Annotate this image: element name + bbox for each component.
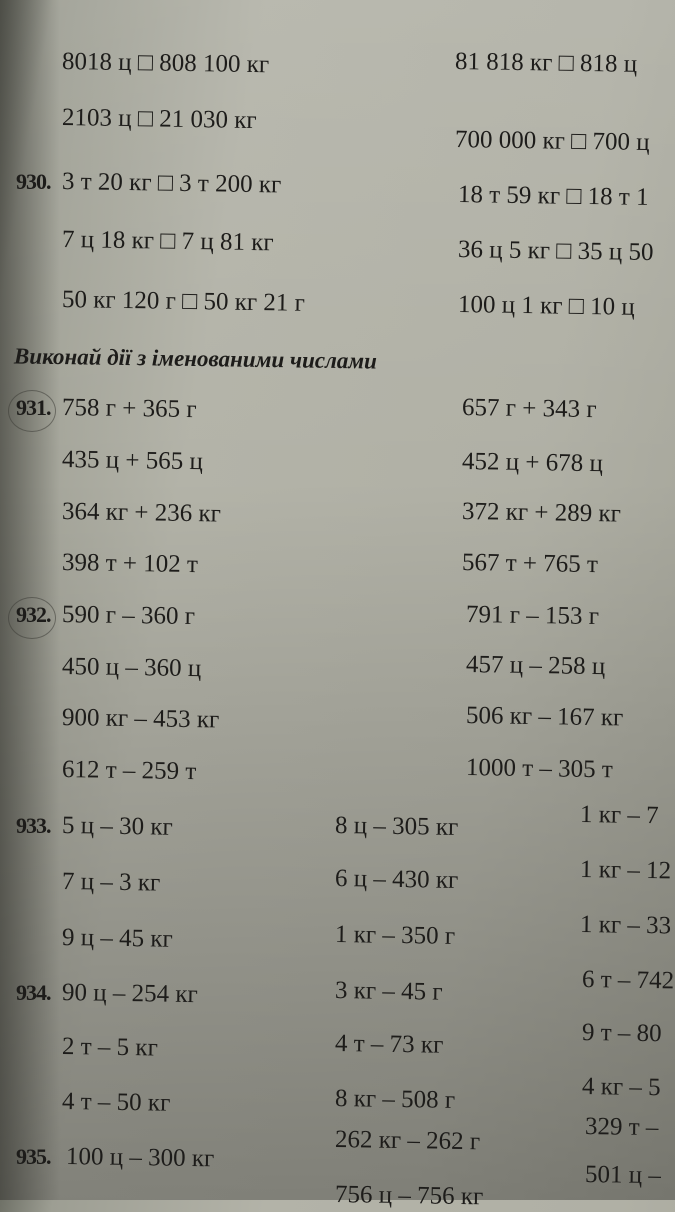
exercise-expression: 657 г + 343 г — [461, 394, 597, 424]
exercise-expression: 1 кг – 12 — [579, 856, 672, 885]
exercise-expression: 450 ц – 360 ц — [61, 653, 202, 683]
exercise-expression: 81 818 кг □ 818 ц — [454, 48, 638, 78]
exercise-number: 934. — [16, 980, 51, 1005]
exercise-expression: 6 т – 742 — [581, 966, 675, 995]
exercise-expression: 3 т 20 кг □ 3 т 200 кг — [61, 168, 282, 199]
exercise-expression: 5 ц – 30 кг — [61, 812, 173, 841]
exercise-expression: 8018 ц □ 808 100 кг — [61, 48, 270, 79]
exercise-number: 933. — [16, 813, 51, 838]
exercise-expression: 2103 ц □ 21 030 кг — [61, 104, 257, 135]
exercise-expression: 372 кг + 289 кг — [461, 498, 622, 528]
exercise-expression: 3 кг – 45 г — [334, 977, 443, 1006]
exercise-number: 932. — [16, 602, 51, 627]
exercise-expression: 100 ц – 300 кг — [65, 1143, 215, 1173]
exercise-expression: 501 ц – — [584, 1161, 662, 1190]
exercise-expression: 590 г – 360 г — [61, 601, 196, 631]
exercise-expression: 36 ц 5 кг □ 35 ц 50 — [457, 236, 654, 267]
exercise-expression: 8 ц – 305 кг — [334, 812, 459, 841]
exercise-expression: 612 т – 259 т — [61, 756, 197, 786]
exercise-expression: 452 ц + 678 ц — [461, 448, 604, 478]
exercise-expression: 900 кг – 453 кг — [61, 704, 220, 734]
exercise-number: 935. — [16, 1144, 51, 1169]
exercise-expression: 756 ц – 756 кг — [334, 1181, 484, 1211]
exercise-expression: 4 т – 50 кг — [61, 1088, 171, 1117]
exercise-expression: 329 т – — [584, 1113, 659, 1142]
exercise-expression: 90 ц – 254 кг — [61, 979, 198, 1009]
exercise-expression: 457 ц – 258 ц — [465, 651, 606, 681]
exercise-expression: 1 кг – 350 г — [334, 921, 456, 950]
exercise-expression: 4 кг – 5 — [581, 1073, 661, 1102]
pencil-circle-931 — [8, 390, 56, 432]
exercise-expression: 1 кг – 7 — [579, 801, 659, 830]
exercise-expression: 1000 т – 305 т — [465, 754, 614, 784]
exercise-expression: 18 т 59 кг □ 18 т 1 — [457, 181, 649, 211]
section-heading: Виконай дії з іменованими числами — [13, 343, 378, 374]
exercise-expression: 9 ц – 45 кг — [61, 924, 173, 953]
exercise-expression: 791 г – 153 г — [465, 601, 600, 631]
exercise-expression: 506 кг – 167 кг — [465, 702, 624, 732]
exercise-expression: 398 т + 102 т — [61, 549, 199, 579]
exercise-number: 931. — [16, 395, 51, 420]
pencil-circle-932 — [8, 597, 56, 639]
exercise-expression: 364 кг + 236 кг — [61, 498, 222, 528]
exercise-expression: 1 кг – 33 — [579, 911, 672, 940]
exercise-expression: 9 т – 80 — [581, 1019, 662, 1048]
exercise-number: 930. — [16, 169, 51, 194]
exercise-expression: 6 ц – 430 кг — [334, 865, 459, 894]
exercise-expression: 8 кг – 508 г — [334, 1085, 456, 1114]
exercise-expression: 7 ц – 3 кг — [61, 868, 161, 897]
exercise-expression: 758 г + 365 г — [61, 394, 197, 424]
exercise-expression: 50 кг 120 г □ 50 кг 21 г — [61, 286, 306, 317]
exercise-expression: 700 000 кг □ 700 ц — [454, 126, 650, 157]
exercise-expression: 100 ц 1 кг □ 10 ц — [457, 291, 635, 321]
exercise-expression: 567 т + 765 т — [461, 549, 599, 579]
exercise-expression: 4 т – 73 кг — [334, 1030, 444, 1059]
exercise-expression: 2 т – 5 кг — [61, 1033, 159, 1062]
exercise-expression: 262 кг – 262 г — [334, 1126, 481, 1156]
exercise-expression: 7 ц 18 кг □ 7 ц 81 кг — [61, 226, 274, 257]
exercise-expression: 435 ц + 565 ц — [61, 446, 204, 476]
